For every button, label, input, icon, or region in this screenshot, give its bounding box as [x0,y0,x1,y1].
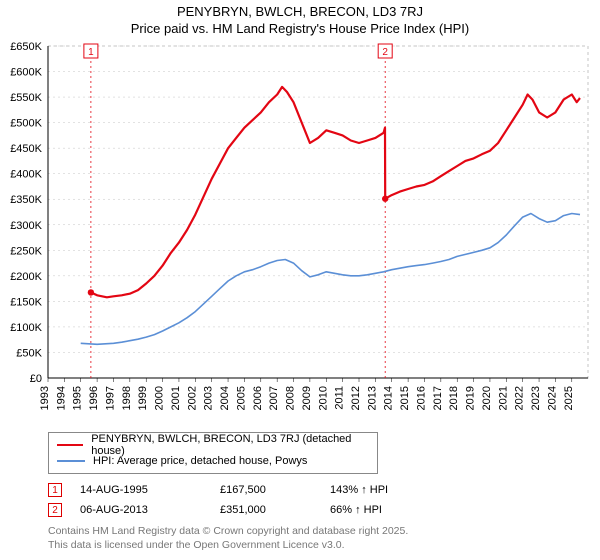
svg-text:2017: 2017 [432,386,444,410]
svg-text:2000: 2000 [154,386,166,410]
svg-text:£300K: £300K [10,220,42,232]
svg-text:1999: 1999 [137,386,149,410]
sale-pct: 143% ↑ HPI [330,484,450,496]
chart-title-block: PENYBRYN, BWLCH, BRECON, LD3 7RJ Price p… [0,0,600,38]
svg-text:1998: 1998 [121,386,133,410]
svg-text:1996: 1996 [88,386,100,410]
sale-row: 1 14-AUG-1995£167,500143% ↑ HPI [48,480,600,500]
legend-label: PENYBRYN, BWLCH, BRECON, LD3 7RJ (detach… [91,433,369,457]
legend-swatch [57,460,85,462]
svg-text:2024: 2024 [546,386,558,410]
svg-text:2006: 2006 [252,386,264,410]
svg-text:2022: 2022 [514,386,526,410]
svg-text:£550K: £550K [10,92,42,104]
sale-list: 1 14-AUG-1995£167,500143% ↑ HPI 2 06-AUG-20… [48,480,600,520]
svg-text:2023: 2023 [530,386,542,410]
svg-text:2020: 2020 [481,386,493,410]
svg-text:2014: 2014 [383,386,395,410]
legend-swatch [57,444,83,446]
svg-text:2005: 2005 [235,386,247,410]
svg-text:2010: 2010 [317,386,329,410]
svg-text:£450K: £450K [10,143,42,155]
svg-text:£200K: £200K [10,271,42,283]
svg-text:£350K: £350K [10,194,42,206]
footer-line1: Contains HM Land Registry data © Crown c… [48,524,600,538]
svg-text:£0: £0 [30,373,42,385]
sale-price: £351,000 [220,504,330,516]
title-line2: Price paid vs. HM Land Registry's House … [0,21,600,36]
sale-price: £167,500 [220,484,330,496]
sale-marker-icon: 2 [48,503,62,517]
svg-text:£400K: £400K [10,169,42,181]
svg-text:2015: 2015 [399,386,411,410]
sale-marker-icon: 1 [48,483,62,497]
svg-text:2021: 2021 [497,386,509,410]
svg-text:2004: 2004 [219,386,231,410]
sale-date: 14-AUG-1995 [80,484,220,496]
sale-pct: 66% ↑ HPI [330,504,450,516]
svg-text:2018: 2018 [448,386,460,410]
svg-text:2: 2 [382,47,388,58]
svg-text:£650K: £650K [10,41,42,53]
svg-text:2011: 2011 [334,386,346,410]
svg-text:2016: 2016 [415,386,427,410]
svg-text:2008: 2008 [285,386,297,410]
svg-text:£150K: £150K [10,296,42,308]
legend-item: PENYBRYN, BWLCH, BRECON, LD3 7RJ (detach… [57,437,369,453]
sale-date: 06-AUG-2013 [80,504,220,516]
svg-text:£50K: £50K [16,347,42,359]
svg-text:2019: 2019 [465,386,477,410]
svg-text:2002: 2002 [186,386,198,410]
svg-text:1: 1 [88,47,94,58]
legend-label: HPI: Average price, detached house, Powy… [93,455,307,467]
sale-row: 2 06-AUG-2013£351,00066% ↑ HPI [48,500,600,520]
svg-text:1997: 1997 [104,386,116,410]
svg-text:2025: 2025 [563,386,575,410]
chart-svg: £0 £50K £100K £150K £200K £250K £300K £350K £400… [0,38,600,428]
svg-text:£500K: £500K [10,118,42,130]
title-line1: PENYBRYN, BWLCH, BRECON, LD3 7RJ [0,4,600,19]
svg-text:2001: 2001 [170,386,182,410]
svg-text:1993: 1993 [39,386,51,410]
svg-text:£250K: £250K [10,245,42,257]
svg-text:2009: 2009 [301,386,313,410]
chart-area: £0 £50K £100K £150K £200K £250K £300K £350K £400… [0,38,600,428]
svg-text:£600K: £600K [10,67,42,79]
svg-text:2007: 2007 [268,386,280,410]
legend: PENYBRYN, BWLCH, BRECON, LD3 7RJ (detach… [48,432,378,474]
svg-text:1994: 1994 [55,386,67,410]
svg-text:1995: 1995 [72,386,84,410]
footer: Contains HM Land Registry data © Crown c… [48,524,600,552]
footer-line2: This data is licensed under the Open Gov… [48,538,600,552]
svg-text:£100K: £100K [10,322,42,334]
svg-text:2012: 2012 [350,386,362,410]
svg-text:2013: 2013 [366,386,378,410]
svg-text:2003: 2003 [203,386,215,410]
